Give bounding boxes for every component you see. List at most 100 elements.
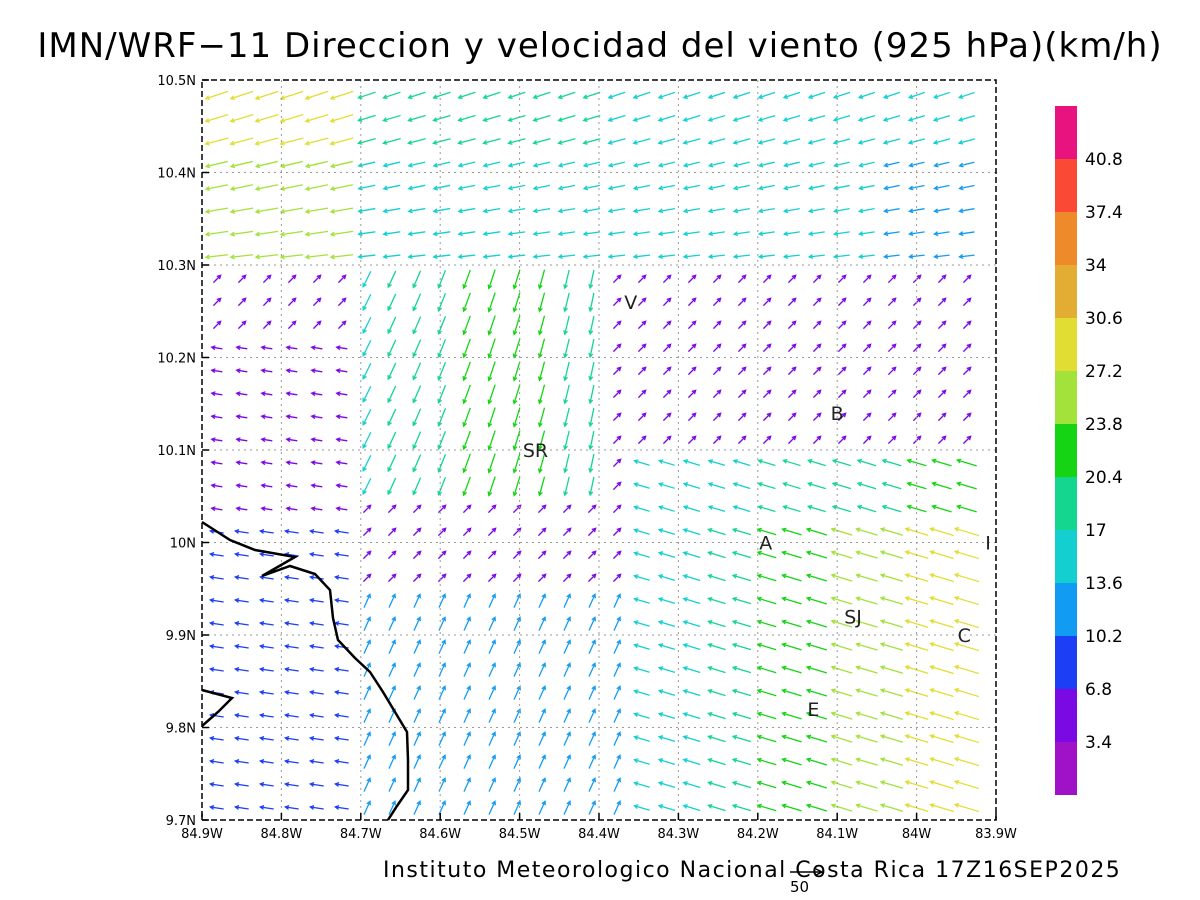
- wind-arrow: [781, 734, 802, 743]
- wind-arrow: [831, 458, 852, 467]
- wind-arrow: [904, 573, 929, 582]
- wind-arrow: [582, 114, 601, 122]
- wind-arrow: [287, 274, 297, 284]
- wind-arrow: [805, 527, 828, 536]
- wind-arrow: [862, 412, 872, 422]
- wind-arrow: [308, 736, 324, 741]
- wind-arrow: [363, 754, 371, 769]
- wind-arrow: [260, 391, 273, 397]
- lat-tick-label: 10.4N: [157, 167, 196, 182]
- wind-arrow: [310, 437, 323, 443]
- wind-arrow: [929, 527, 954, 537]
- footer-credit: Instituto Meteorologico Nacional Costa R…: [383, 858, 1122, 883]
- wind-arrow: [657, 207, 676, 214]
- wind-arrow: [362, 573, 372, 583]
- wind-arrow: [437, 477, 447, 497]
- wind-arrow: [707, 231, 725, 237]
- wind-arrow: [931, 458, 952, 467]
- wind-arrow: [805, 734, 828, 743]
- wind-arrow: [362, 527, 372, 537]
- wind-arrow: [304, 160, 329, 169]
- wind-arrow: [329, 184, 354, 192]
- wind-arrow: [812, 320, 822, 330]
- wind-arrow: [363, 777, 371, 792]
- wind-arrow: [879, 642, 904, 651]
- wind-arrow: [857, 231, 875, 237]
- axis-labels: 84.9W 84.8W 84.7W 84.6W 84.5W 84.4W 84.3W 84.2W…: [157, 74, 1017, 842]
- wind-arrow: [362, 408, 372, 426]
- wind-arrow: [462, 504, 472, 514]
- wind-arrow: [279, 184, 304, 192]
- wind-arrow: [757, 114, 776, 122]
- wind-arrow: [883, 161, 900, 168]
- wind-arrow: [662, 343, 672, 353]
- wind-arrow: [807, 91, 826, 99]
- wind-arrow: [457, 161, 476, 168]
- wind-arrow: [962, 435, 972, 445]
- wind-arrow: [488, 593, 496, 608]
- wind-arrow: [607, 114, 626, 122]
- wind-arrow: [830, 527, 853, 536]
- wind-arrow: [312, 297, 322, 307]
- colorbar-swatch: [1055, 371, 1077, 424]
- wind-arrow: [463, 662, 471, 677]
- wind-arrow: [682, 804, 701, 812]
- colorbar-swatch: [1055, 424, 1077, 477]
- colorbar-label: 34: [1085, 256, 1107, 276]
- wind-arrow: [682, 254, 701, 260]
- wind-arrow: [613, 593, 621, 608]
- wind-arrow: [387, 527, 397, 537]
- wind-arrow: [363, 639, 371, 654]
- wind-arrow: [707, 161, 725, 168]
- wind-arrow: [204, 90, 229, 101]
- wind-arrow: [487, 430, 496, 451]
- wind-arrow: [937, 320, 947, 330]
- wind-arrow: [887, 320, 897, 330]
- wind-arrow: [707, 138, 726, 145]
- wind-arrow: [312, 320, 322, 330]
- wind-arrow: [613, 639, 621, 654]
- wind-arrow: [457, 207, 476, 214]
- wind-arrow: [807, 208, 825, 214]
- wind-arrow: [855, 803, 878, 812]
- wind-arrow: [612, 527, 622, 537]
- wind-arrow: [737, 274, 747, 284]
- wind-arrow: [412, 504, 422, 514]
- wind-arrow: [308, 667, 324, 672]
- wind-arrow: [682, 231, 701, 237]
- colorbar-label: 17: [1085, 521, 1107, 541]
- wind-arrow: [229, 90, 254, 101]
- wind-arrow: [830, 619, 853, 628]
- wind-arrow: [831, 504, 852, 513]
- wind-arrow: [204, 114, 229, 123]
- wind-arrow: [953, 733, 980, 744]
- wind-arrow: [233, 736, 249, 741]
- wind-arrow: [235, 506, 248, 512]
- wind-arrow: [260, 460, 273, 466]
- wind-arrow: [563, 616, 571, 631]
- wind-arrow: [929, 688, 954, 698]
- wind-arrow: [382, 138, 401, 145]
- wind-arrow: [512, 338, 521, 359]
- place-label-i: I: [985, 533, 991, 555]
- wind-arrow: [362, 385, 372, 403]
- wind-arrow: [208, 644, 224, 649]
- wind-arrow: [304, 90, 329, 101]
- wind-arrow: [607, 207, 626, 214]
- wind-arrow: [612, 412, 622, 422]
- wind-arrow: [388, 731, 396, 746]
- wind-arrow: [782, 208, 800, 214]
- wind-arrow: [830, 573, 853, 582]
- wind-arrow: [262, 320, 272, 330]
- lon-tick-label: 84.6W: [419, 827, 461, 842]
- wind-arrow: [731, 803, 752, 812]
- wind-arrow: [633, 505, 650, 512]
- wind-arrow: [682, 207, 700, 214]
- place-label-e: E: [807, 699, 819, 721]
- wind-arrow: [612, 458, 622, 468]
- wind-arrow: [357, 231, 376, 237]
- reference-vector-label: 50: [790, 878, 810, 896]
- wind-arrow: [432, 161, 451, 168]
- wind-arrow: [437, 550, 447, 560]
- wind-arrow: [563, 708, 571, 723]
